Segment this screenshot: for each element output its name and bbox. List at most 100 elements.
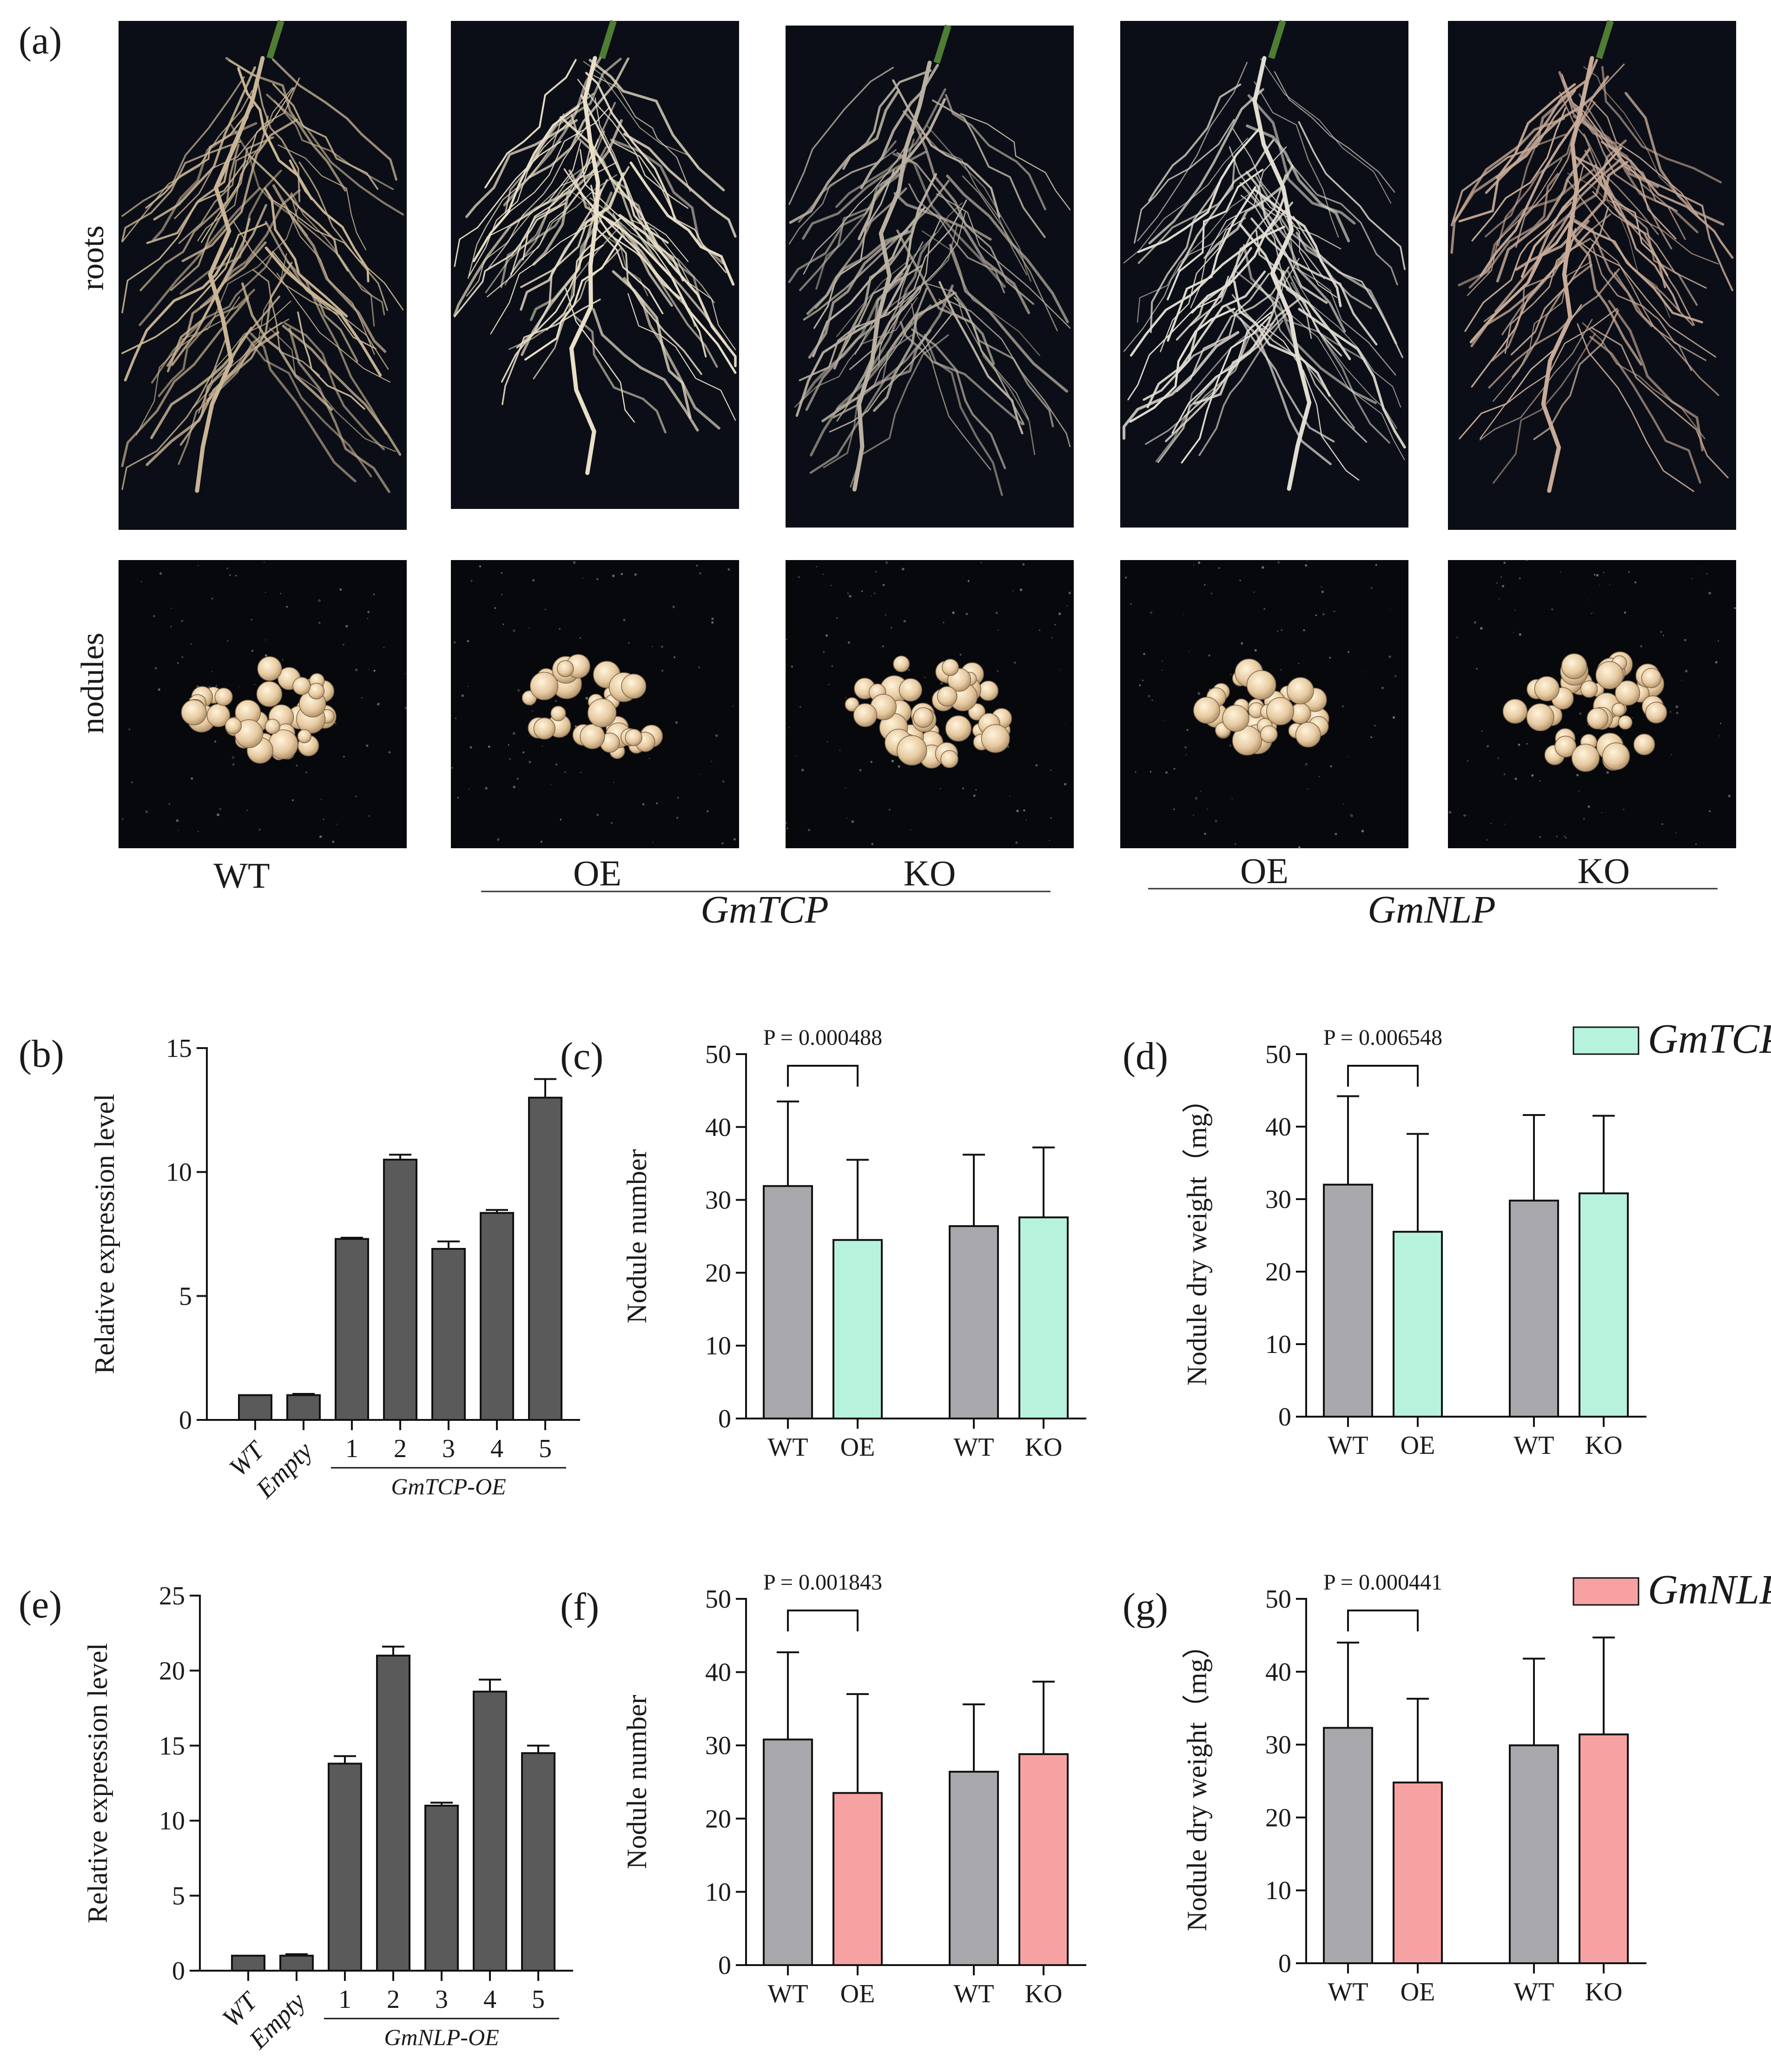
significance-label: P = 0.000488 [763,1025,882,1050]
bar [949,1225,999,1420]
bar [1509,1200,1559,1418]
y-tick-label: 15 [159,1732,185,1761]
bar [231,1954,265,1972]
x-tick-label: WT [767,1433,808,1462]
bar [431,1248,466,1421]
bar [833,1239,883,1420]
x-tick-label: 4 [490,1434,503,1463]
bar [1393,1231,1443,1418]
group-label-tcp: GmTCP [700,888,828,931]
x-tick-label: WT [767,1980,808,2008]
bar [286,1394,321,1421]
bar [383,1159,417,1421]
legend-label-tcp: GmTCP [1648,1016,1771,1062]
panel-b-label: (b) [19,1032,64,1076]
y-tick-label: 25 [159,1582,185,1610]
panel-e-label: (e) [19,1583,62,1626]
panel-d-label: (d) [1123,1035,1168,1078]
y-tick-label: 10 [159,1807,185,1835]
bar [1018,1216,1069,1419]
y-tick-label: 0 [1278,1403,1291,1432]
y-tick-label: 10 [166,1158,192,1187]
y-axis-label: Nodule number [621,1695,652,1869]
nodules-photo-wt [119,560,408,848]
x-tick-label: 3 [442,1434,455,1463]
y-tick-label: 50 [705,1585,731,1614]
panel-a-label: (a) [19,19,62,62]
x-tick-label: WT [1328,1431,1368,1460]
bar [1393,1782,1443,1964]
genotype-label-tcp-ko: KO [904,853,956,893]
bar [763,1185,813,1420]
bar [1509,1744,1559,1964]
x-tick-label: WT [1328,1978,1368,2006]
bar [473,1690,507,1972]
x-tick-label: OE [1401,1431,1435,1460]
nodules-photo-nlp-ko [1448,560,1736,848]
charts-layer: 0 5 10 15 Relative expression level WT Empty 1 2… [82,1025,1646,2055]
y-axis-label: Relative expression level [82,1643,113,1923]
y-tick-label: 0 [718,1405,731,1433]
bar [949,1770,999,1966]
bar [1323,1727,1373,1964]
nodules-photo-tcp-ko [785,560,1074,848]
legend-swatch-nlp [1573,1577,1639,1606]
chart-g: 0 10 20 30 40 50 Nodule dry weight（mg） WT OE WT KO… [1182,1570,1646,2006]
x-tick-label: 4 [483,1985,496,2014]
roots-photo-wt [119,20,407,530]
bar [1579,1733,1629,1964]
group-label: GmTCP-OE [391,1473,506,1499]
x-tick-label: KO [1025,1433,1063,1462]
roots-photo-nlp-ko [1448,20,1736,530]
bar [376,1655,410,1972]
bar [521,1752,555,1972]
y-tick-label: 40 [1265,1113,1291,1142]
y-tick-label: 20 [1265,1803,1291,1832]
bar [833,1792,883,1966]
y-tick-label: 20 [705,1805,731,1834]
roots-photo-tcp-oe [451,20,739,509]
nodules-photo-nlp-oe [1120,560,1408,849]
x-tick-label: 3 [435,1985,448,2014]
genotype-label-tcp-oe: OE [573,853,621,893]
x-tick-label: 1 [345,1434,358,1463]
y-axis-label: Nodule dry weight（mg） [1182,1631,1212,1932]
y-tick-label: 15 [166,1034,192,1063]
bar [328,1762,362,1972]
y-tick-label: 40 [705,1658,731,1687]
y-tick-label: 20 [705,1259,731,1287]
x-tick-label: 2 [394,1434,407,1463]
chart-d: 0 10 20 30 40 50 Nodule dry weight（mg） WT OE WT KO… [1182,1025,1646,1460]
y-tick-label: 50 [1265,1040,1291,1069]
y-tick-label: 40 [1265,1658,1291,1687]
y-tick-label: 20 [159,1656,185,1685]
y-tick-label: 10 [705,1332,731,1360]
y-tick-label: 10 [1265,1876,1291,1905]
chart-f: 0 10 20 30 40 50 Nodule number WT OE WT KO P = 0.00… [621,1570,1086,2008]
y-tick-label: 30 [705,1731,731,1760]
legend-label-nlp: GmNLP [1648,1567,1771,1613]
x-tick-label: KO [1585,1431,1623,1460]
bar [1323,1183,1373,1418]
y-tick-label: 0 [172,1957,185,1986]
panel-c-label: (c) [560,1035,603,1078]
bar [763,1738,813,1966]
x-tick-label: OE [1401,1978,1435,2006]
y-tick-label: 50 [705,1040,731,1069]
y-axis-label: Relative expression level [89,1094,120,1374]
x-tick-label: WT [1513,1978,1554,2006]
y-axis-label: Nodule dry weight（mg） [1182,1085,1212,1386]
y-tick-label: 30 [1265,1185,1291,1214]
x-tick-label: KO [1585,1978,1623,2006]
genotype-label-nlp-oe: OE [1240,851,1289,891]
y-tick-label: 40 [705,1113,731,1142]
x-tick-label: Empty [243,1987,311,2055]
significance-bracket [1347,1610,1419,1631]
bar [1018,1753,1069,1966]
x-tick-label: Empty [250,1436,318,1504]
x-tick-label: KO [1025,1980,1063,2008]
y-tick-label: 5 [179,1282,192,1311]
